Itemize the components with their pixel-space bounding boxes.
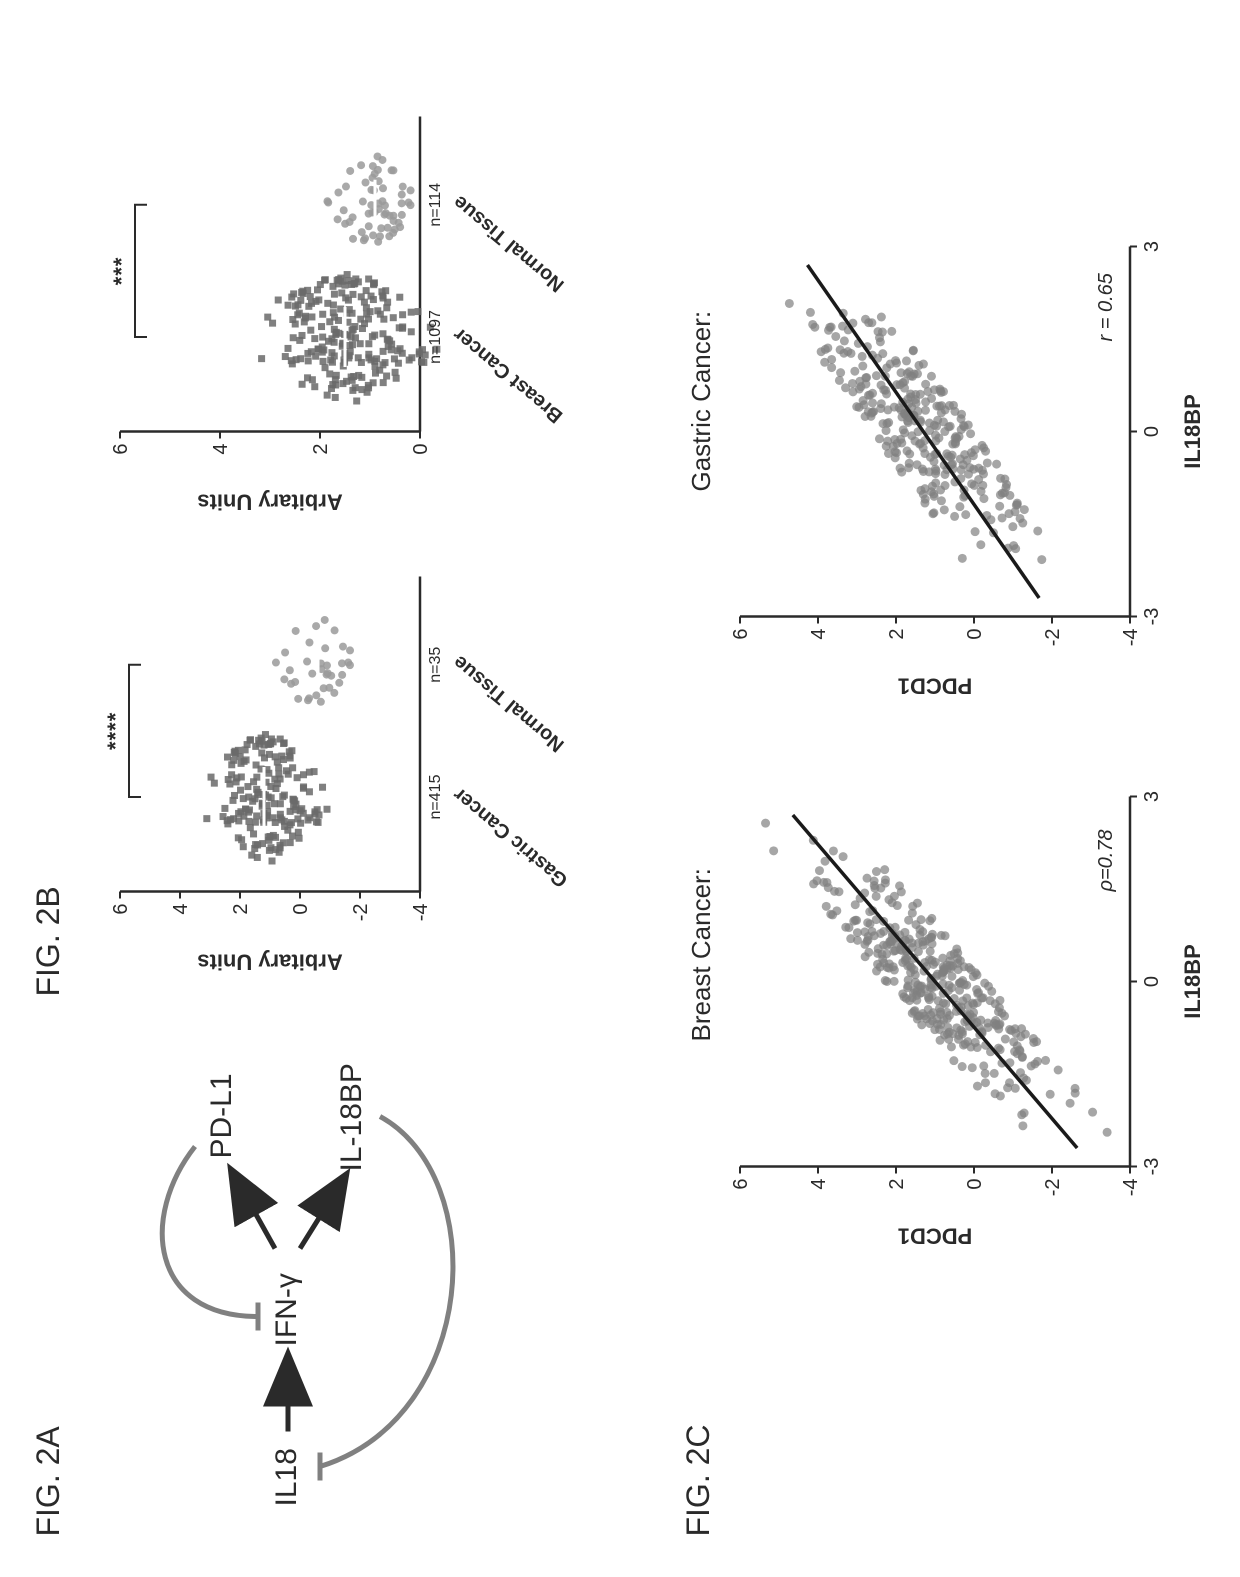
node-il18bp: IL-18BP	[335, 1063, 369, 1171]
svg-text:4: 4	[170, 904, 192, 915]
svg-text:-3: -3	[1141, 1158, 1163, 1176]
svg-text:4: 4	[808, 1179, 830, 1190]
panel-b-svg-1: 0 2 4 6 Arbitary Units n=1097 n=114 Breast Canc…	[90, 97, 590, 517]
svg-text:Gastric Cancer: Gastric Cancer	[449, 783, 572, 891]
svg-text:0: 0	[1141, 426, 1163, 437]
panel-b-plot-1: 0 2 4 6 Arbitary Units n=1097 n=114 Breast Canc…	[90, 97, 590, 517]
node-ifng: IFN-γ	[270, 1273, 304, 1346]
svg-text:PDCD1: PDCD1	[898, 674, 973, 699]
svg-text:6: 6	[730, 1179, 752, 1190]
svg-text:-3: -3	[1141, 608, 1163, 626]
svg-text:6: 6	[110, 904, 132, 915]
svg-text:PDCD1: PDCD1	[898, 1224, 973, 1249]
svg-text:IL18BP: IL18BP	[1180, 944, 1205, 1019]
rotated-canvas: FIG. 2A FIG. 2B FIG. 2C IL18 IFN-γ PD-L1…	[0, 0, 1240, 1577]
svg-text:0: 0	[964, 629, 986, 640]
svg-text:4: 4	[210, 444, 232, 455]
svg-text:0: 0	[964, 1179, 986, 1190]
svg-text:Arbitary Units: Arbitary Units	[197, 950, 342, 975]
svg-text:IL18BP: IL18BP	[1180, 394, 1205, 469]
svg-text:n=35: n=35	[427, 647, 444, 683]
svg-text:-2: -2	[1042, 1179, 1064, 1197]
svg-text:3: 3	[1141, 241, 1163, 252]
svg-text:Normal Tissue: Normal Tissue	[449, 191, 568, 296]
svg-text:0: 0	[410, 444, 432, 455]
svg-text:n=1097: n=1097	[427, 310, 444, 364]
svg-text:-2: -2	[1042, 629, 1064, 647]
node-pdl1: PD-L1	[205, 1073, 239, 1158]
svg-text:-4: -4	[1120, 629, 1142, 647]
svg-text:0: 0	[1141, 976, 1163, 987]
svg-text:****: ****	[103, 712, 128, 750]
svg-text:6: 6	[730, 629, 752, 640]
panel-a-svg	[140, 1057, 520, 1517]
svg-text:Breast Cancer:: Breast Cancer:	[686, 868, 716, 1041]
svg-text:2: 2	[230, 904, 252, 915]
svg-text:2: 2	[886, 1179, 908, 1190]
svg-text:3: 3	[1141, 791, 1163, 802]
svg-text:***: ***	[109, 257, 134, 286]
svg-text:6: 6	[110, 444, 132, 455]
svg-text:2: 2	[310, 444, 332, 455]
panel-b-svg-0: -4 -2 0 2 4 6 Arbitary Units n=415 n=35 Gastric C…	[90, 557, 590, 977]
svg-text:0: 0	[290, 904, 312, 915]
svg-text:Gastric Cancer:: Gastric Cancer:	[686, 311, 716, 492]
panel-b-plot-0: -4 -2 0 2 4 6 Arbitary Units n=415 n=35 Gastric C…	[90, 557, 590, 977]
svg-text:n=415: n=415	[427, 774, 444, 819]
svg-text:r = 0.65: r = 0.65	[1095, 272, 1117, 341]
svg-text:ρ=0.78: ρ=0.78	[1095, 829, 1117, 892]
svg-text:Normal Tissue: Normal Tissue	[449, 651, 568, 756]
svg-text:n=114: n=114	[427, 183, 444, 227]
panel-c-plot-1: Gastric Cancer: -4 -2 0 2 4 6 -3 0 3 PDCD1 IL18BP r …	[680, 227, 1220, 707]
panel-a-diagram: IL18 IFN-γ PD-L1 IL-18BP	[140, 1057, 520, 1517]
svg-text:Arbitary Units: Arbitary Units	[197, 490, 342, 515]
fig-2c-label: FIG. 2C	[680, 1424, 717, 1536]
node-il18: IL18	[270, 1448, 304, 1506]
panel-c-plot-0: Breast Cancer: -4 -2 0 2 4 6 -3 0 3 PDCD1 IL18BP ρ=0…	[680, 777, 1220, 1257]
panel-c-svg-1: Gastric Cancer: -4 -2 0 2 4 6 -3 0 3 PDCD1 IL18BP r …	[680, 227, 1220, 707]
fig-2a-label: FIG. 2A	[30, 1426, 67, 1536]
svg-text:2: 2	[886, 629, 908, 640]
fig-2b-label: FIG. 2B	[30, 886, 67, 996]
panel-c-svg-0: Breast Cancer: -4 -2 0 2 4 6 -3 0 3 PDCD1 IL18BP ρ=0…	[680, 777, 1220, 1257]
svg-text:4: 4	[808, 629, 830, 640]
svg-text:-4: -4	[1120, 1179, 1142, 1197]
svg-text:-4: -4	[410, 904, 432, 922]
svg-text:Breast Cancer: Breast Cancer	[449, 323, 567, 427]
svg-text:-2: -2	[350, 904, 372, 922]
